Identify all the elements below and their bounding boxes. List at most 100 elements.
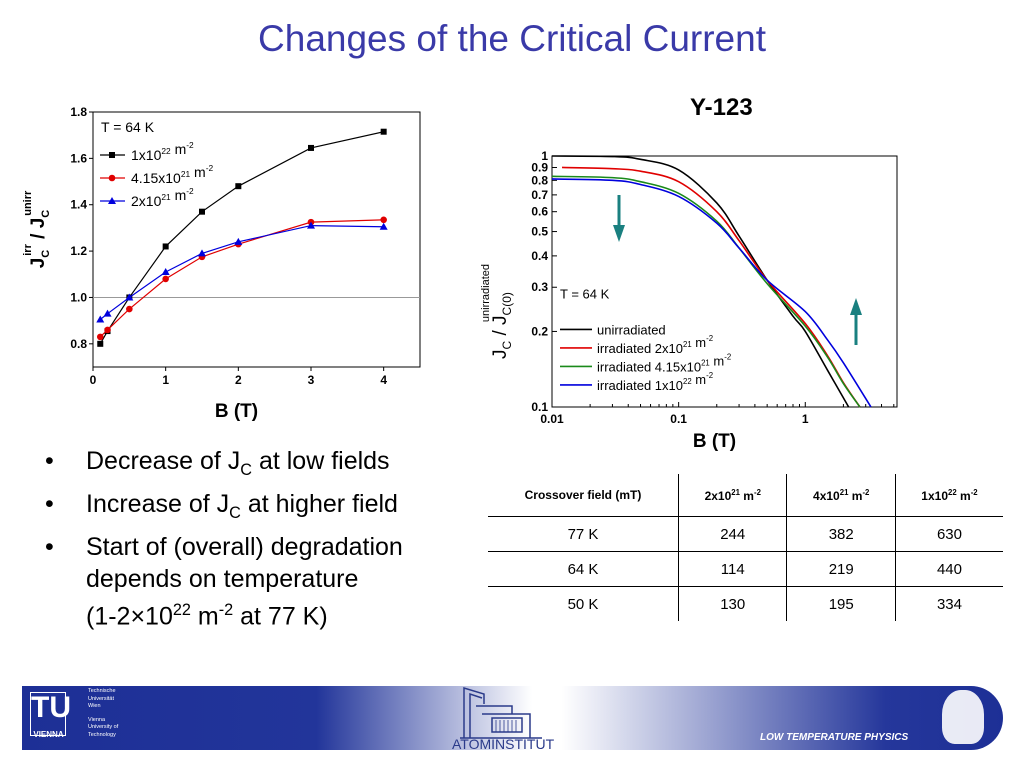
table-cell: 244 — [678, 516, 788, 552]
table-cell: 382 — [786, 516, 896, 552]
data-point — [104, 326, 111, 334]
table-cell: 50 K — [488, 586, 679, 621]
legend-label: 4.15x1021 m-2 — [131, 163, 214, 186]
data-point — [96, 315, 105, 323]
y-axis-label: JCirr / JCunirr — [22, 190, 52, 268]
atominstitut-label: ATOMINSTITUT — [452, 736, 555, 752]
table-row: 77 K 244 382 630 — [488, 516, 1003, 552]
bullet-list: • Decrease of JC at low fields • Increase … — [40, 444, 403, 632]
x-tick-label: 4 — [380, 373, 387, 387]
crossover-table: Crossover field (mT) 2x1021 m-2 4x1021 m… — [488, 474, 1003, 621]
temperature-annotation: T = 64 K — [101, 119, 155, 135]
table-cell: 440 — [895, 551, 1003, 587]
y-tick-label: 1.0 — [70, 290, 87, 304]
x-tick-label: 3 — [308, 373, 315, 387]
data-point — [380, 128, 387, 135]
table-header: Crossover field (mT) — [488, 474, 679, 517]
bullet-continuation: (1-2×1022 m-2 at 77 K) — [86, 601, 328, 631]
univ-line: Vienna — [88, 716, 106, 723]
data-point — [380, 216, 387, 224]
y-tick-label: 1.2 — [70, 244, 87, 258]
table-row: 50 K 130 195 334 — [488, 586, 1003, 621]
legend-label: unirradiated — [597, 322, 666, 337]
bullet-item: • Increase of JC at higher field — [45, 490, 398, 522]
y-tick-label: 0.8 — [531, 173, 548, 187]
table-cell: 130 — [678, 586, 788, 621]
table-cell: 334 — [936, 595, 962, 613]
table-cell: 64 K — [488, 551, 679, 587]
legend-label: 2x1021 m-2 — [131, 186, 194, 209]
material-label: Y-123 — [690, 94, 753, 121]
data-point — [96, 333, 104, 341]
series-curve — [551, 155, 850, 408]
tu-vienna-label: VIENNA — [33, 730, 64, 739]
table-cell: 630 — [895, 516, 1003, 552]
data-point — [162, 243, 169, 250]
table-header-row: Crossover field (mT) 2x1021 m-2 4x1021 m… — [488, 474, 1003, 517]
series-line — [99, 224, 384, 320]
x-tick-label: 0.01 — [540, 412, 564, 426]
y-tick-label: 1 — [541, 149, 548, 163]
temperature-annotation: T = 64 K — [560, 287, 610, 302]
ratio-chart: 0 1 2 3 4 0.8 1.0 1.2 1.4 1.6 1.8 B (T) JCirr / JCun… — [22, 105, 421, 422]
y-tick-label: 0.8 — [70, 337, 87, 351]
table-cell: 219 — [786, 551, 896, 587]
x-tick-label: 2 — [235, 373, 242, 387]
table-row: 64 K 114 219 440 — [488, 551, 1003, 587]
y-tick-label: 1.8 — [70, 105, 87, 119]
y-tick-label: 0.3 — [531, 280, 548, 294]
univ-line: Technische — [88, 688, 116, 694]
series-line — [99, 219, 384, 338]
bullet-continuation: depends on temperature — [86, 565, 359, 593]
data-point — [379, 222, 388, 230]
slide-title: Changes of the Critical Current — [258, 18, 766, 59]
department-label: LOW TEMPERATURE PHYSICS — [760, 732, 909, 743]
legend-label: irradiated 1x1022 m-2 — [597, 371, 713, 393]
data-point — [103, 309, 112, 317]
x-axis-label: B (T) — [693, 431, 736, 452]
table-header: 2x1021 m-2 — [678, 474, 788, 517]
legend-label: irradiated 4.15x1021 m-2 — [597, 352, 731, 374]
series-line — [99, 131, 384, 345]
univ-line: Wien — [88, 703, 101, 709]
bullet-item: • Start of (overall) degradation — [45, 533, 403, 561]
data-point — [161, 267, 170, 275]
table-cell: 77 K — [488, 516, 679, 552]
footer-banner: TU VIENNA Technische Universität Wien Vi… — [22, 686, 1003, 752]
up-arrow-icon — [850, 298, 862, 315]
y-tick-label: 0.6 — [531, 205, 548, 219]
x-tick-label: 1 — [162, 373, 169, 387]
university-name: Technische Universität Wien Vienna Unive… — [88, 688, 118, 739]
data-point — [97, 340, 104, 347]
x-tick-label: 0 — [90, 373, 97, 387]
y-tick-label: 0.2 — [531, 324, 548, 338]
data-point — [235, 183, 242, 190]
data-point — [307, 221, 315, 229]
data-point — [199, 208, 205, 215]
x-tick-label: 1 — [802, 412, 809, 426]
data-point — [125, 293, 134, 301]
y-tick-label: 0.5 — [531, 225, 548, 239]
y-tick-label: 0.7 — [531, 188, 548, 202]
log-chart: 0.01 0.1 10.10.20.30.40.50.60.70.80.91B (T… — [480, 149, 898, 452]
legend-marker — [109, 152, 115, 158]
series-curve — [551, 178, 872, 408]
legend-label: 1x1022 m-2 — [131, 140, 194, 163]
down-arrow-icon — [613, 225, 625, 242]
table-cell: 114 — [678, 551, 788, 587]
data-point — [162, 275, 169, 283]
x-tick-label: 0.1 — [670, 412, 687, 426]
table-header: 4x1021 m-2 — [786, 474, 896, 517]
data-point — [126, 305, 133, 313]
seal-icon — [942, 690, 984, 744]
legend-marker — [108, 197, 116, 204]
bullet-item: • Decrease of JC at low fields — [45, 447, 390, 479]
data-point — [234, 237, 243, 245]
data-point — [198, 249, 206, 257]
atominstitut-building-logo — [460, 686, 542, 739]
y-axis-label: JC / JC(0)unirradiated — [480, 264, 514, 359]
data-point — [308, 144, 314, 151]
legend-marker — [108, 174, 116, 182]
legend-label: irradiated 2x1021 m-2 — [597, 334, 713, 356]
univ-line: University of — [88, 724, 119, 730]
